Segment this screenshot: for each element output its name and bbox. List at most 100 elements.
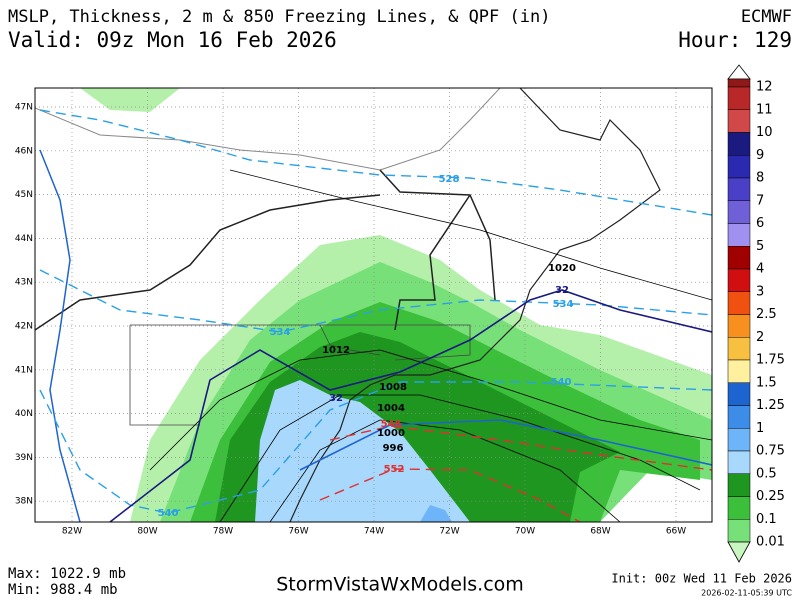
colorbar-box: [727, 78, 751, 88]
colorbar-label: 3: [756, 284, 764, 299]
lat-label: 41N: [15, 365, 33, 375]
colorbar-label: 2: [756, 330, 764, 345]
colorbar-cap: [727, 541, 751, 563]
isobar-label: 1012: [322, 345, 350, 356]
colorbar-label: 5: [756, 239, 764, 254]
lat-label: 46N: [15, 146, 33, 156]
thickness-line: [39, 381, 712, 514]
colorbar-box: [727, 109, 751, 133]
colorbar-box: [727, 86, 751, 110]
boundaries: [35, 88, 661, 522]
lat-label: 44N: [15, 234, 33, 244]
lat-label: 43N: [15, 278, 33, 288]
isobar-label: 1000: [377, 428, 405, 439]
qpf-shading: [80, 88, 712, 522]
qpf-area: [255, 380, 470, 522]
contours: [39, 109, 712, 522]
freezing-label: 32: [329, 393, 343, 404]
colorbar-label: 6: [756, 216, 764, 231]
colorbar-label: 12: [756, 80, 773, 95]
colorbar-box: [727, 268, 751, 292]
thickness-label: 540: [551, 377, 572, 388]
colorbar-label: 0.01: [756, 535, 785, 550]
colorbar-label: 2.5: [756, 307, 777, 322]
freezing-line-850: [109, 289, 712, 522]
border: [379, 169, 496, 331]
colorbar-label: 4: [756, 262, 764, 277]
thickness-label: 534: [553, 299, 574, 310]
isobar-label: 1020: [548, 263, 576, 274]
timestamp: 2026-02-11-05:39 UTC: [701, 589, 792, 598]
map: 1020 1012 1008 1004 1000 996 528 534 534…: [15, 87, 713, 537]
colorbar-label: 10: [756, 125, 773, 140]
colorbar-label: 1.5: [756, 375, 777, 390]
contour-labels: 1020 1012 1008 1004 1000 996 528 534 534…: [158, 174, 576, 519]
thickness-label: 546: [381, 419, 402, 430]
lon-label: 72W: [439, 527, 459, 537]
isobar: [229, 169, 712, 301]
colorbar-label: 1.75: [756, 353, 785, 368]
freezing-line-2m: [39, 149, 81, 522]
colorbar-box: [727, 359, 751, 383]
lon-label: 74W: [364, 527, 384, 537]
colorbar-box: [727, 519, 751, 543]
colorbar-box: [727, 473, 751, 497]
lon-label: 78W: [213, 527, 233, 537]
colorbar-label: 1.25: [756, 398, 785, 413]
colorbar-label: 11: [756, 102, 773, 117]
isobar-label: 996: [383, 443, 404, 454]
lat-label: 42N: [15, 322, 33, 332]
qpf-area: [80, 88, 180, 112]
title: MSLP, Thickness, 2 m & 850 Freezing Line…: [8, 7, 550, 27]
border: [35, 194, 381, 331]
min-pressure: Min: 988.4 mb: [8, 582, 118, 598]
qpf-area: [420, 505, 452, 522]
colorbar-box: [727, 450, 751, 474]
lon-label: 80W: [137, 527, 157, 537]
thickness-label: 534: [270, 327, 291, 338]
lon-label: 68W: [590, 527, 610, 537]
thickness-line: [329, 425, 712, 471]
max-pressure: Max: 1022.9 mb: [8, 566, 126, 582]
colorbar-box: [727, 337, 751, 361]
lat-label: 38N: [15, 497, 33, 507]
coastline: [289, 88, 661, 522]
lon-label: 76W: [288, 527, 308, 537]
colorbar: 12 11 10 9 8 7 6 5 4 3 2.5 2 1.75 1.5 1.25 1 0.75 0.5 0.25…: [727, 64, 785, 563]
freezing-line-2m: [299, 419, 712, 471]
lat-label: 45N: [15, 190, 33, 200]
site-name: StormVistaWxModels.com: [276, 574, 524, 596]
lat-label: 40N: [15, 409, 33, 419]
thickness-line: [319, 468, 581, 522]
lon-label: 82W: [62, 527, 82, 537]
colorbar-cap: [727, 64, 751, 80]
colorbar-label: 0.75: [756, 444, 785, 459]
colorbar-box: [727, 200, 751, 224]
colorbar-box: [727, 155, 751, 179]
map-frame: [34, 87, 713, 523]
model: ECMWF: [741, 7, 792, 27]
lat-label: 47N: [15, 103, 33, 113]
colorbar-label: 0.5: [756, 466, 777, 481]
thickness-label: 552: [384, 464, 405, 475]
forecast-hour: Hour: 129: [678, 28, 792, 52]
isobar: [269, 419, 621, 522]
colorbar-box: [727, 382, 751, 406]
colorbar-box: [727, 405, 751, 429]
colorbar-label: 9: [756, 148, 764, 163]
axis-labels: 47N 46N 45N 44N 43N 42N 41N 40N 39N 38N 82W 80W 78W 7…: [15, 103, 686, 537]
thickness-label: 528: [439, 174, 460, 185]
isobar-label: 1008: [379, 382, 407, 393]
colorbar-label: 7: [756, 193, 764, 208]
colorbar-box: [727, 428, 751, 452]
colorbar-box: [727, 223, 751, 247]
colorbar-label: 0.1: [756, 512, 777, 527]
lon-label: 70W: [515, 527, 535, 537]
thickness-label: 540: [158, 508, 179, 519]
colorbar-box: [727, 246, 751, 270]
colorbar-box: [727, 496, 751, 520]
isobar: [149, 349, 712, 471]
thickness-line: [39, 109, 712, 216]
